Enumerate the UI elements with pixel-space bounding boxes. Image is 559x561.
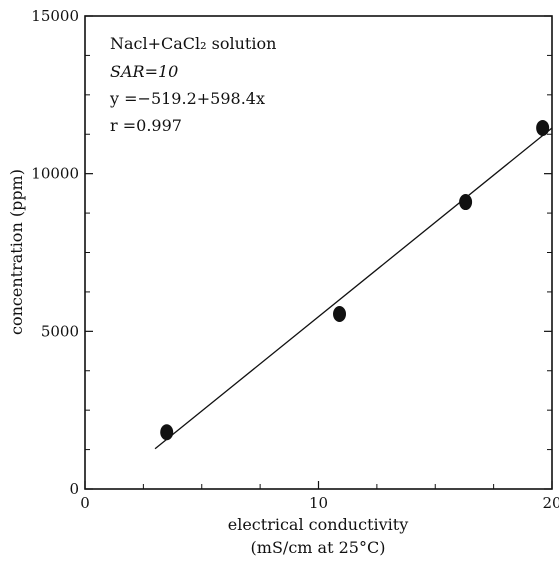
annotation-sar: SAR=10 <box>110 62 178 81</box>
x-tick-label: 20 <box>542 494 559 512</box>
y-tick-label: 5000 <box>41 322 79 340</box>
x-axis-label-line1: electrical conductivity <box>228 515 409 534</box>
data-points <box>160 119 550 441</box>
y-axis-label: concentration (ppm) <box>7 169 26 335</box>
y-tick-label: 0 <box>69 480 79 498</box>
data-point <box>459 194 473 211</box>
x-tick-label: 0 <box>80 494 90 512</box>
annotation-r-value: r =0.997 <box>110 116 182 135</box>
annotation-solution: Nacl+CaCl₂ solution <box>110 34 276 53</box>
data-point <box>160 424 174 441</box>
x-tick-label: 10 <box>309 494 328 512</box>
plot-frame <box>84 15 553 490</box>
data-point <box>333 305 347 322</box>
fit-line <box>154 127 553 450</box>
axis-ticks: 0 10 20 0 5000 10000 15000 <box>31 7 559 512</box>
data-point <box>536 119 550 136</box>
y-tick-label: 10000 <box>31 165 79 183</box>
annotation-equation: y =−519.2+598.4x <box>109 89 265 108</box>
y-tick-label: 15000 <box>31 7 79 25</box>
fit-line-group <box>154 127 553 450</box>
x-axis-label-line2: (mS/cm at 25°C) <box>251 538 386 557</box>
